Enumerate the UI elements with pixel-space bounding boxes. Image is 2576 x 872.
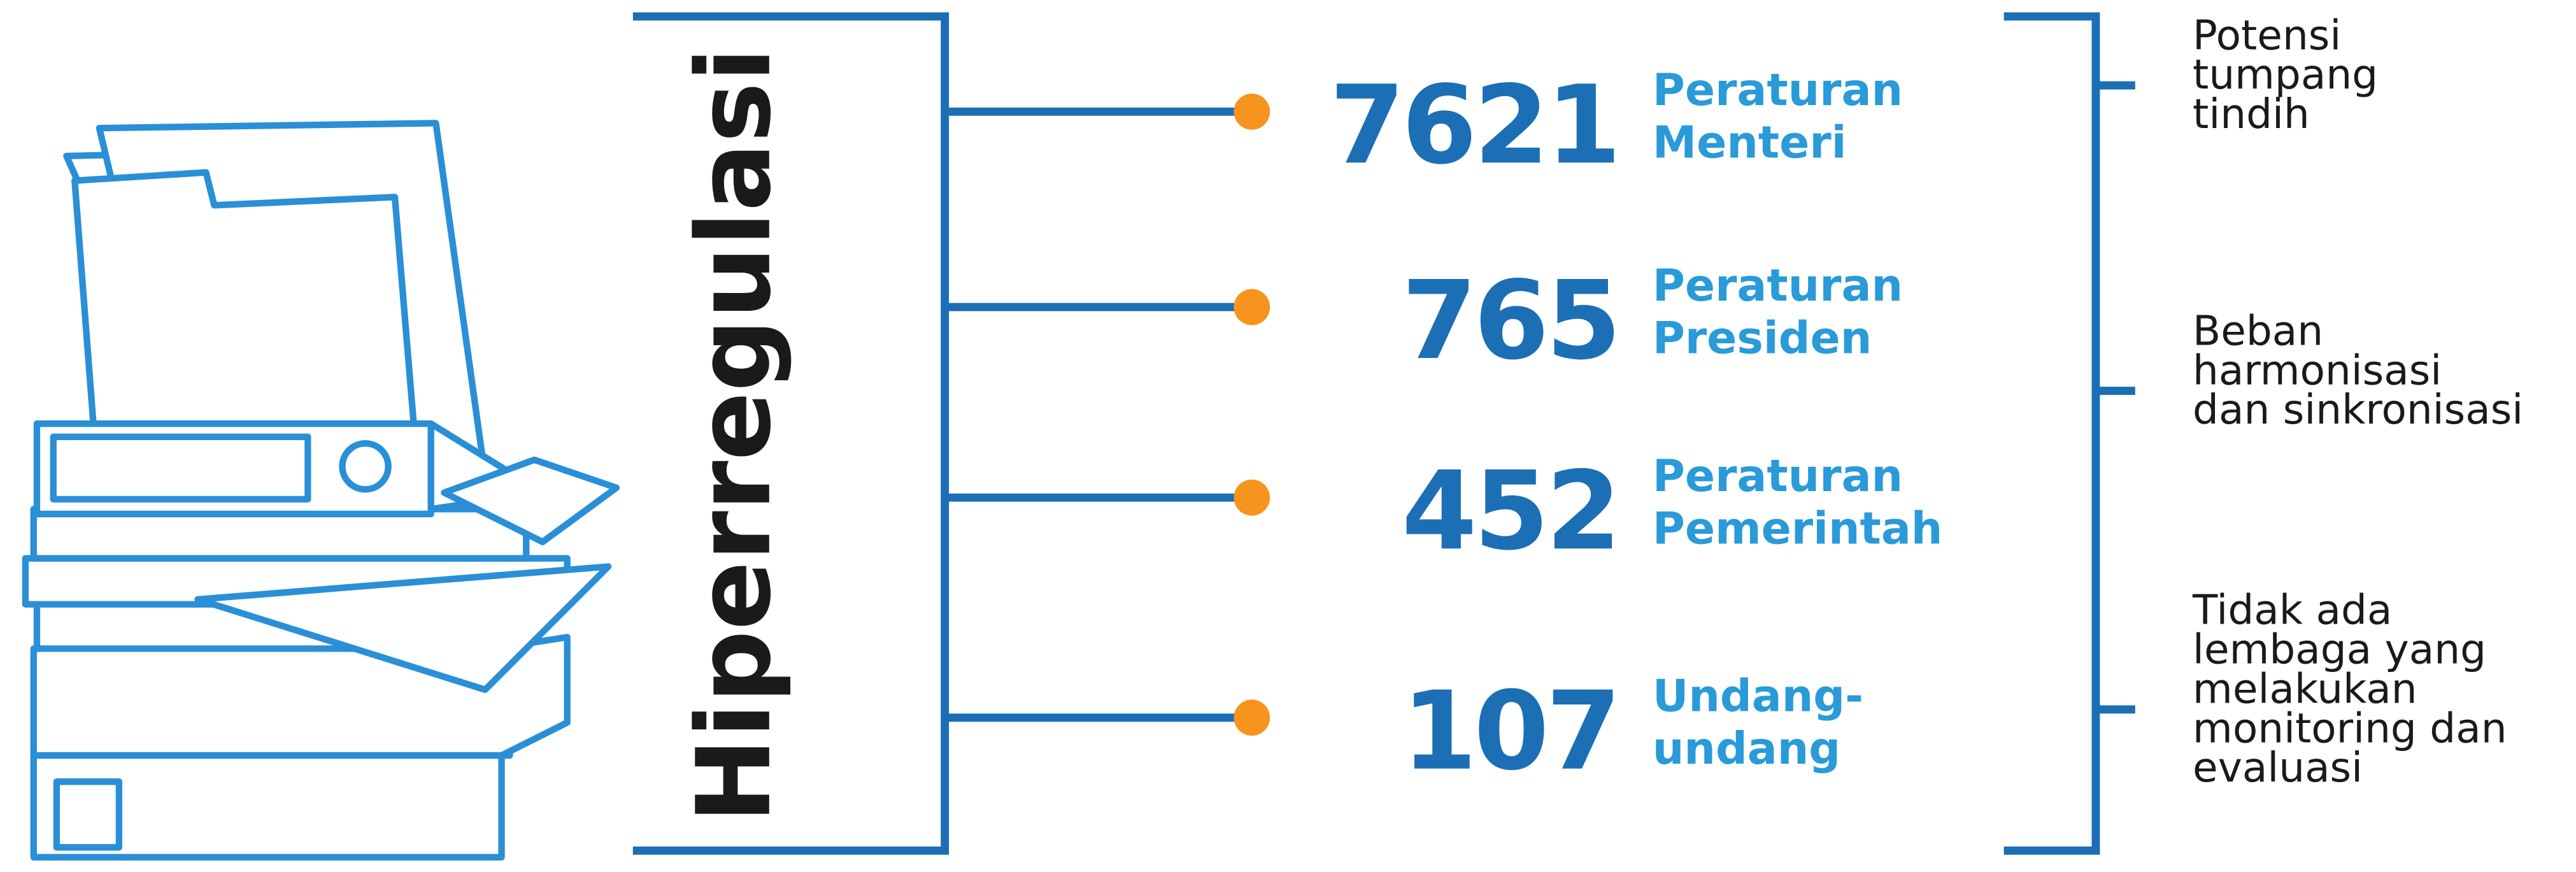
right-bracket xyxy=(2004,17,2096,851)
item-label: Peraturan xyxy=(1653,260,1903,311)
note-line: tindih xyxy=(2193,90,2310,138)
branch-dot xyxy=(1234,699,1270,736)
item-label: Peraturan xyxy=(1653,450,1903,502)
item-label: undang xyxy=(1653,723,1840,775)
branch-dot xyxy=(1234,480,1270,516)
item-label: Peraturan xyxy=(1653,64,1903,116)
note-line: evaluasi xyxy=(2193,744,2363,792)
item-label: Presiden xyxy=(1653,312,1872,364)
item-label: Pemerintah xyxy=(1653,503,1943,554)
branch-dot xyxy=(1234,289,1270,325)
item-label: Menteri xyxy=(1653,117,1847,169)
item-number: 452 xyxy=(1402,448,1618,575)
document-stack-icon xyxy=(25,123,616,857)
note-line: dan sinkronisasi xyxy=(2193,386,2523,434)
page: { "title": "Hiperregulasi", "items": [ {… xyxy=(0,0,2576,872)
item-number: 765 xyxy=(1402,258,1618,384)
title: Hiperregulasi xyxy=(675,47,793,823)
item-number: 107 xyxy=(1402,669,1618,795)
item-number: 7621 xyxy=(1330,62,1618,189)
diagram: Hiperregulasi 7621PeraturanMenteri765Per… xyxy=(0,0,2576,872)
branch-dot xyxy=(1234,94,1270,130)
item-label: Undang- xyxy=(1653,670,1863,722)
